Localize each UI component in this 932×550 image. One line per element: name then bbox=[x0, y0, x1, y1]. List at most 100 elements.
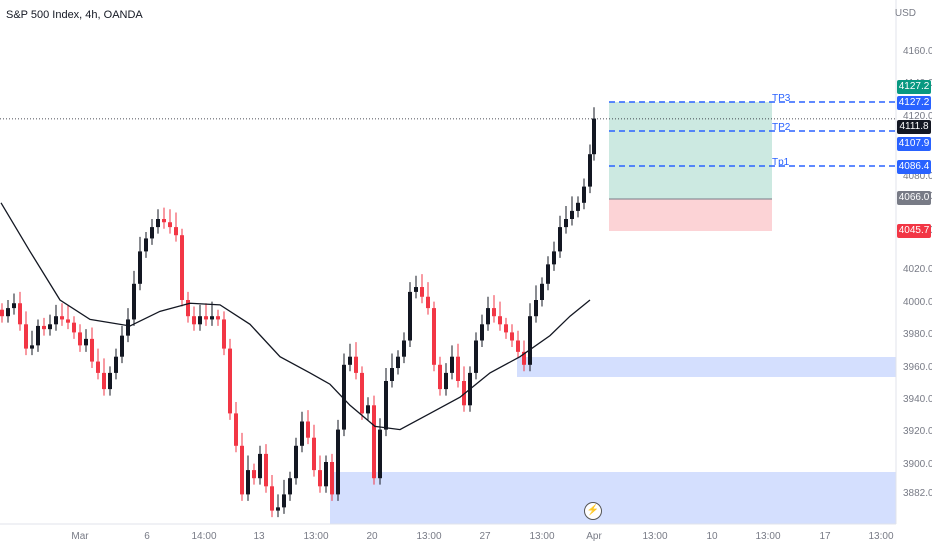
demand-zone[interactable] bbox=[517, 357, 896, 377]
time-tick-label: Mar bbox=[71, 531, 89, 542]
loss-area[interactable] bbox=[609, 199, 772, 231]
candle-body bbox=[420, 287, 424, 297]
candle-body bbox=[132, 283, 136, 320]
candle-body bbox=[592, 118, 596, 155]
demand-zone[interactable] bbox=[330, 472, 896, 524]
candle-body bbox=[210, 316, 214, 320]
candle-body bbox=[564, 219, 568, 228]
candle-body bbox=[12, 303, 16, 309]
candle-body bbox=[348, 356, 352, 365]
candle-body bbox=[216, 316, 220, 320]
candle-body bbox=[258, 453, 262, 479]
time-tick-label: 13:00 bbox=[868, 531, 894, 542]
time-tick-label: 13:00 bbox=[642, 531, 668, 542]
price-tick-label: 4120.0 bbox=[903, 111, 932, 122]
candle-body bbox=[180, 235, 184, 300]
candle-body bbox=[276, 507, 280, 511]
price-tag: 4086.4 bbox=[897, 160, 931, 174]
candle-body bbox=[414, 287, 418, 292]
candle-body bbox=[366, 405, 370, 414]
candle-body bbox=[42, 325, 46, 330]
candle-body bbox=[432, 308, 436, 365]
candle-body bbox=[480, 324, 484, 341]
candle-body bbox=[228, 348, 232, 414]
position-tool[interactable] bbox=[609, 101, 896, 231]
candle-body bbox=[342, 364, 346, 430]
demand-zones bbox=[330, 357, 896, 524]
time-tick-label: 13:00 bbox=[755, 531, 781, 542]
candle-body bbox=[162, 219, 166, 223]
symbol-title[interactable]: S&P 500 Index, 4h, OANDA bbox=[6, 9, 143, 21]
price-tag: 4107.9 bbox=[897, 137, 931, 151]
candle-body bbox=[306, 421, 310, 438]
candle-body bbox=[54, 316, 58, 325]
candle-body bbox=[378, 429, 382, 479]
candle-body bbox=[174, 227, 178, 236]
candle-body bbox=[222, 319, 226, 349]
candle-body bbox=[534, 300, 538, 317]
candle-body bbox=[168, 222, 172, 228]
candle-body bbox=[126, 319, 130, 336]
price-tick-label: 4000.0 bbox=[903, 297, 932, 308]
time-tick-label: 17 bbox=[819, 531, 831, 542]
price-tag: 4045.7 bbox=[897, 224, 931, 238]
price-tick-label: 4080.0 bbox=[903, 171, 932, 182]
candle-body bbox=[546, 264, 550, 284]
time-tick-label: 27 bbox=[479, 531, 491, 542]
candle-body bbox=[204, 316, 208, 320]
candle-body bbox=[576, 202, 580, 211]
moving-average-line bbox=[0, 202, 591, 431]
price-tick-label: 3900.0 bbox=[903, 459, 932, 470]
target-label: TP3 bbox=[772, 93, 791, 104]
candle-body bbox=[150, 227, 154, 239]
candle-body bbox=[522, 351, 526, 365]
candle-body bbox=[486, 308, 490, 325]
candle-body bbox=[240, 445, 244, 495]
time-tick-label: 13:00 bbox=[303, 531, 329, 542]
candle-body bbox=[192, 316, 196, 325]
candle-body bbox=[438, 364, 442, 390]
candle-body bbox=[390, 368, 394, 381]
time-tick-label: 6 bbox=[144, 531, 150, 542]
candle-body bbox=[30, 345, 34, 349]
candle-body bbox=[84, 338, 88, 346]
candle-body bbox=[408, 291, 412, 341]
time-tick-label: 13 bbox=[253, 531, 265, 542]
candle-body bbox=[360, 372, 364, 414]
candle-body bbox=[300, 421, 304, 446]
candle-body bbox=[444, 372, 448, 390]
candle-body bbox=[426, 296, 430, 309]
candle-body bbox=[6, 308, 10, 317]
price-tick-label: 3960.0 bbox=[903, 362, 932, 373]
candle-body bbox=[384, 381, 388, 430]
candle-body bbox=[294, 445, 298, 479]
candle-body bbox=[516, 340, 520, 352]
profit-area[interactable] bbox=[609, 102, 772, 199]
target-label: Tp1 bbox=[772, 157, 790, 168]
candle-body bbox=[234, 413, 238, 446]
candle-body bbox=[312, 437, 316, 471]
time-tick-label: 13:00 bbox=[529, 531, 555, 542]
candle-body bbox=[144, 238, 148, 252]
candle-body bbox=[528, 316, 532, 365]
candle-body bbox=[114, 356, 118, 373]
price-tag: 4127.2 bbox=[897, 96, 931, 110]
candle-body bbox=[0, 309, 4, 317]
price-tag: 4111.8 bbox=[897, 120, 931, 134]
time-tick-label: 13:00 bbox=[416, 531, 442, 542]
candle-body bbox=[288, 478, 292, 495]
candle-body bbox=[498, 316, 502, 325]
candle-body bbox=[552, 251, 556, 265]
candle-body bbox=[336, 429, 340, 495]
price-tag: 4127.2 bbox=[897, 80, 931, 94]
candle-body bbox=[396, 356, 400, 369]
candle-body bbox=[36, 325, 40, 346]
currency-label: USD bbox=[894, 8, 916, 19]
lightning-icon[interactable]: ⚡ bbox=[584, 502, 602, 520]
candle-body bbox=[90, 338, 94, 362]
price-tick-label: 4160.0 bbox=[903, 46, 932, 57]
candle-body bbox=[582, 186, 586, 203]
price-tick-label: 4020.0 bbox=[903, 264, 932, 275]
time-tick-label: 14:00 bbox=[191, 531, 217, 542]
